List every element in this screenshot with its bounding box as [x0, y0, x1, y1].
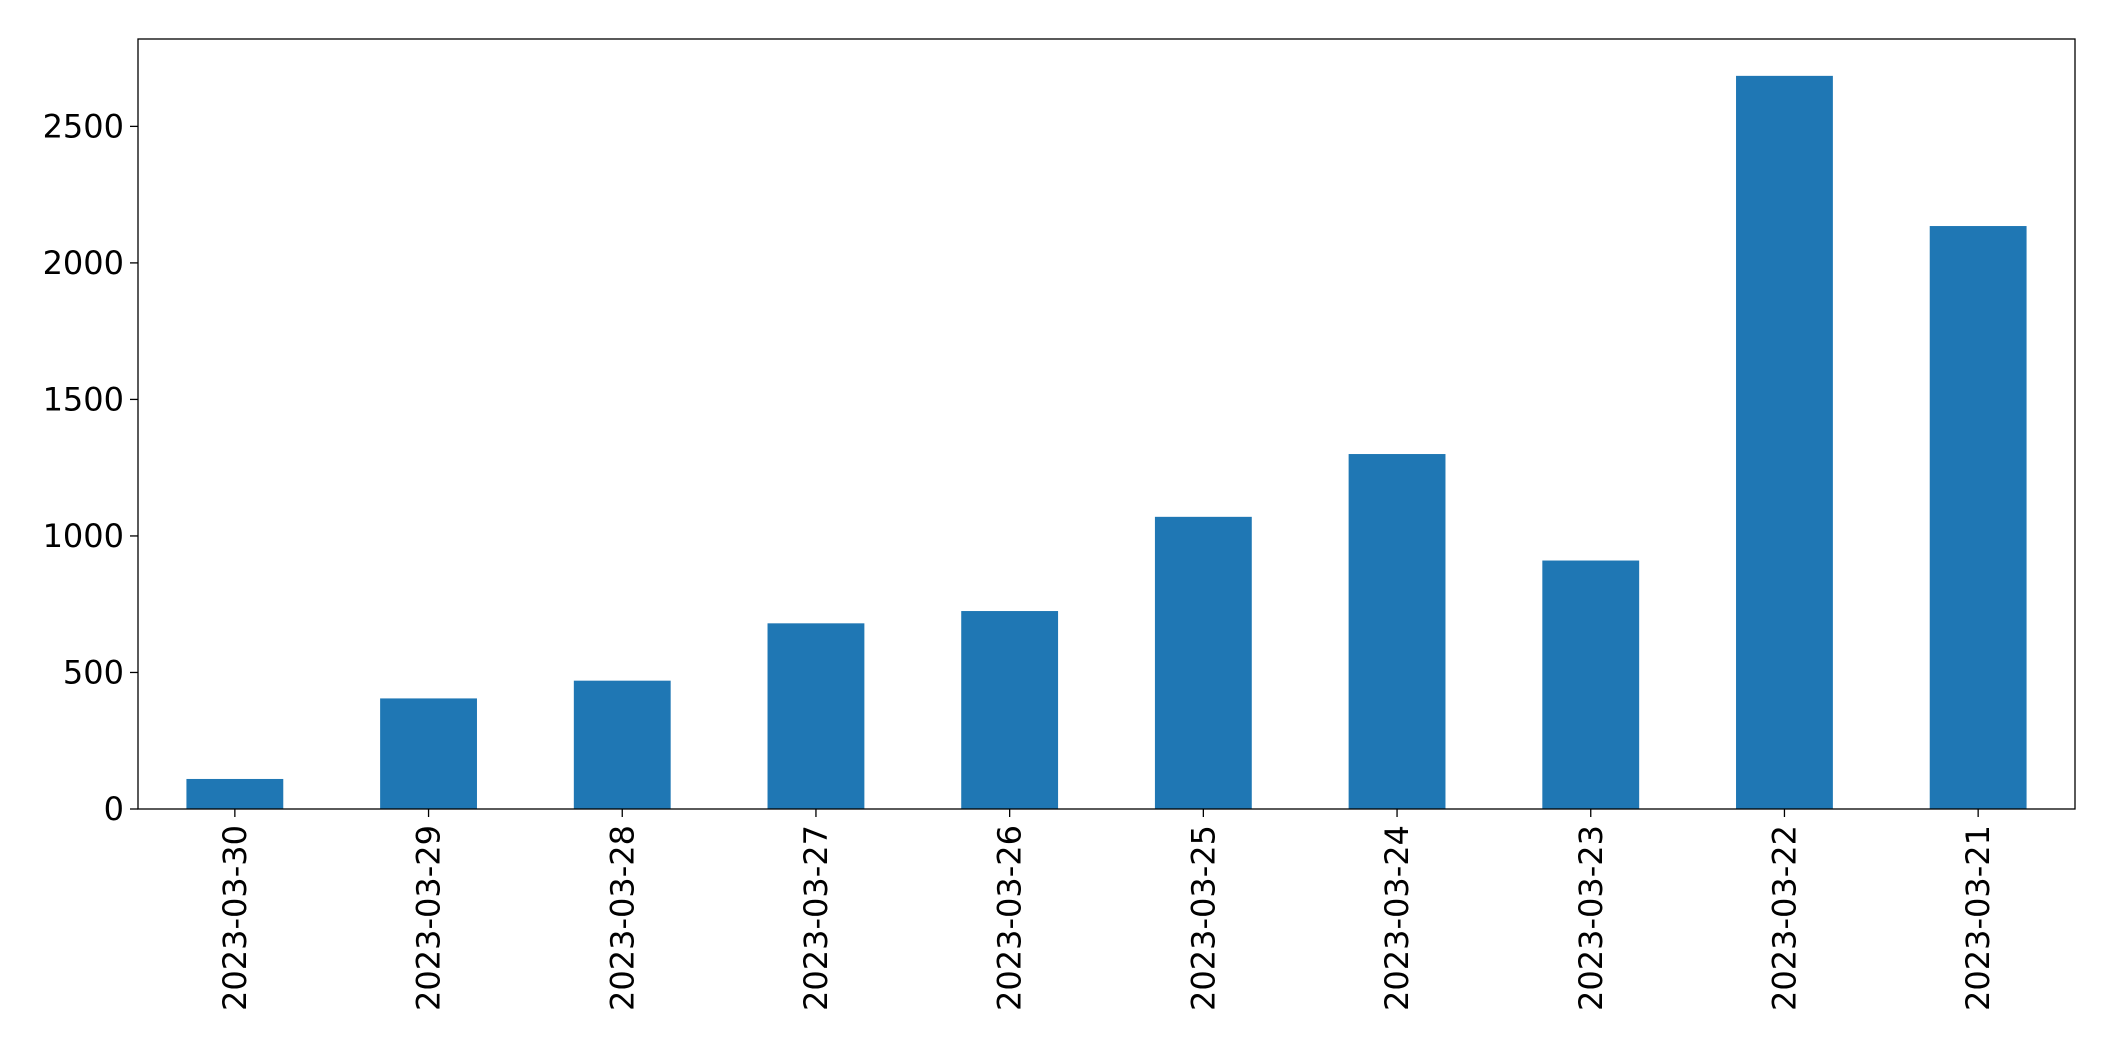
y-tick-label: 2500: [43, 107, 124, 145]
bar: [1736, 75, 1833, 810]
x-tick-label: 2023-03-24: [1378, 825, 1416, 1011]
bar: [1348, 454, 1446, 809]
y-tick-label: 0: [104, 790, 124, 828]
y-tick-label: 500: [63, 653, 124, 691]
x-tick-label: 2023-03-23: [1572, 825, 1610, 1011]
bar: [767, 623, 865, 809]
bar: [186, 778, 284, 809]
bar: [961, 611, 1059, 809]
x-tick-label: 2023-03-26: [991, 825, 1029, 1011]
bar: [380, 698, 477, 809]
y-tick-label: 1000: [43, 517, 124, 555]
x-tick-label: 2023-03-25: [1184, 825, 1222, 1011]
x-tick-label: 2023-03-30: [216, 825, 254, 1011]
y-tick-label: 1500: [43, 380, 124, 418]
bar: [573, 680, 671, 809]
x-tick-label: 2023-03-22: [1765, 825, 1803, 1011]
bar: [1154, 516, 1252, 809]
y-tick-label: 2000: [43, 244, 124, 282]
bar: [1929, 226, 2027, 809]
x-tick-label: 2023-03-21: [1959, 825, 1997, 1011]
x-tick-label: 2023-03-27: [797, 825, 835, 1011]
x-tick-label: 2023-03-29: [410, 825, 448, 1011]
plot-frame: [137, 38, 2076, 810]
bar: [1542, 560, 1640, 809]
x-tick-label: 2023-03-28: [603, 825, 641, 1011]
